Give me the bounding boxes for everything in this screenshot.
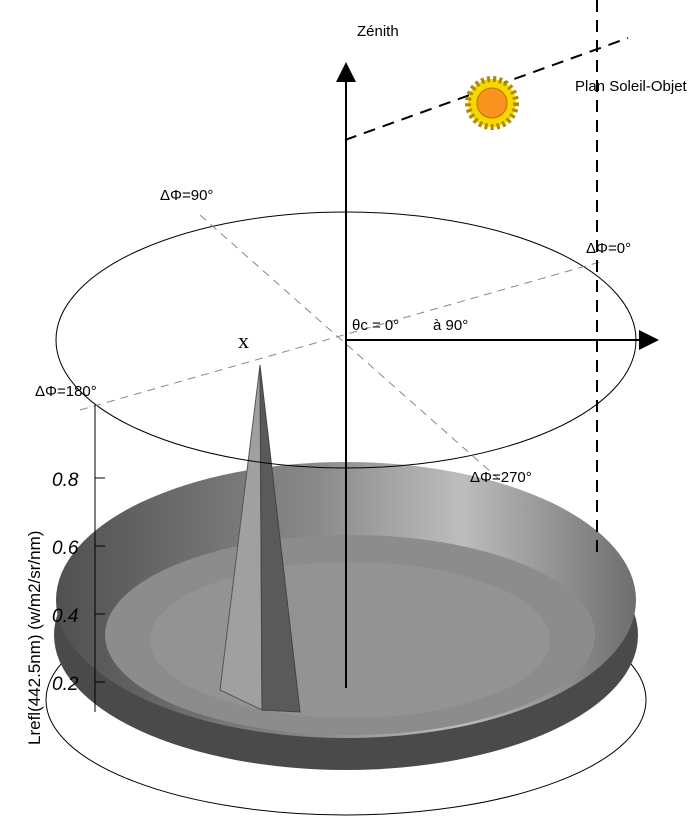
y-tick-label: 0.8	[52, 470, 79, 491]
phi-label: ΔΦ=90°	[160, 187, 213, 204]
theta-label: θc = 0°	[352, 317, 399, 334]
phi-label: ΔΦ=0°	[586, 240, 631, 257]
y-tick-label: 0.6	[52, 538, 79, 559]
theta-label: à 90°	[433, 317, 468, 334]
plane-label: Plan Soleil-Objet	[575, 78, 688, 95]
spike-shade	[259, 364, 301, 713]
bowl-inner	[150, 562, 550, 718]
guide-line	[79, 261, 601, 411]
marker-label: x	[238, 328, 249, 353]
zenith-label: Zénith	[357, 23, 399, 40]
y-tick-label: 0.4	[52, 606, 78, 627]
y-tick-label: 0.2	[52, 674, 79, 695]
guide-line	[199, 214, 501, 481]
sun	[465, 76, 519, 130]
phi-label: ΔΦ=180°	[35, 383, 97, 400]
phi-label: ΔΦ=270°	[470, 469, 532, 486]
y-axis-label: Lrefl(442.5nm) (w/m2/sr/nm)	[25, 531, 44, 745]
